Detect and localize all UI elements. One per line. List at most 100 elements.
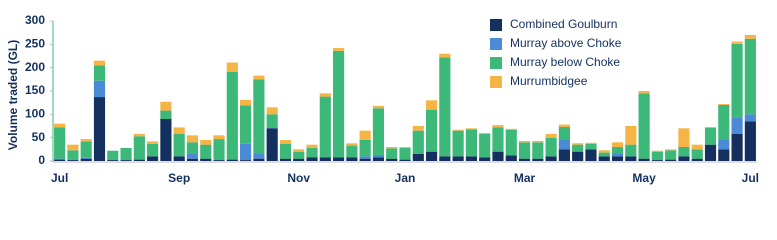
bar-segment bbox=[319, 93, 331, 97]
bar-segment bbox=[744, 38, 756, 115]
bar-segment bbox=[572, 151, 584, 161]
bar-segment bbox=[611, 156, 624, 161]
bar-segment bbox=[173, 133, 185, 157]
bar-segment bbox=[704, 127, 717, 145]
bar-segment bbox=[226, 71, 238, 160]
bar-segment bbox=[346, 143, 358, 146]
bar-segment bbox=[266, 114, 278, 128]
bar-segment bbox=[306, 144, 318, 148]
bar-segment bbox=[625, 126, 637, 145]
bar-segment bbox=[54, 158, 66, 160]
bar-segment bbox=[731, 43, 743, 118]
bar-segment bbox=[186, 135, 199, 143]
bar-segment bbox=[678, 156, 690, 161]
bar-segment bbox=[333, 157, 345, 161]
bar-segment bbox=[240, 143, 252, 161]
bar-segment bbox=[492, 151, 504, 161]
bar-segment bbox=[439, 53, 451, 58]
bar-segment bbox=[718, 140, 730, 150]
bar-segment bbox=[359, 156, 371, 159]
bar-segment bbox=[572, 143, 584, 145]
x-tick-label: Jan bbox=[395, 171, 416, 185]
bar-segment bbox=[465, 156, 477, 161]
bar-segment bbox=[253, 158, 265, 161]
bar-segment bbox=[545, 156, 557, 161]
bar-segment bbox=[386, 158, 398, 161]
bar-segment bbox=[545, 137, 557, 157]
bar-segment bbox=[93, 80, 106, 98]
bar-segment bbox=[532, 142, 544, 159]
bar-segment bbox=[333, 50, 345, 158]
bar-segment bbox=[120, 160, 132, 161]
bar-segment bbox=[399, 159, 411, 161]
bar-segment bbox=[253, 154, 265, 159]
bar-segment bbox=[372, 105, 385, 109]
bar-segment bbox=[93, 60, 106, 66]
bar-segment bbox=[505, 129, 517, 156]
bar-segment bbox=[558, 140, 570, 150]
x-tick-label: Nov bbox=[287, 171, 310, 185]
bar-segment bbox=[240, 105, 252, 144]
bar-segment bbox=[598, 152, 610, 157]
bar-segment bbox=[240, 160, 252, 161]
y-tick-label: 50 bbox=[32, 130, 46, 144]
bar-segment bbox=[479, 157, 491, 161]
bar-segment bbox=[319, 157, 331, 161]
bar-segment bbox=[67, 144, 79, 151]
bar-segment bbox=[731, 117, 743, 134]
y-tick-label: 100 bbox=[25, 107, 45, 121]
bar-segment bbox=[439, 156, 451, 161]
bar-segment bbox=[173, 156, 185, 161]
bar-segment bbox=[585, 142, 597, 144]
bar-segment bbox=[479, 133, 491, 158]
bar-segment bbox=[678, 128, 690, 147]
bar-segment bbox=[200, 140, 212, 145]
bar-segment bbox=[532, 158, 544, 161]
bar-segment bbox=[160, 110, 172, 119]
bar-segment bbox=[253, 75, 265, 80]
bar-segment bbox=[80, 139, 92, 142]
bar-segment bbox=[266, 128, 278, 161]
bar-segment bbox=[558, 126, 570, 140]
x-tick-label: Mar bbox=[514, 171, 536, 185]
bar-segment bbox=[80, 158, 92, 161]
bar-segment bbox=[160, 101, 172, 111]
bar-segment bbox=[452, 156, 464, 161]
x-tick-label: Sep bbox=[168, 171, 190, 185]
legend-swatch bbox=[490, 38, 502, 50]
bar-segment bbox=[346, 145, 358, 158]
bar-segment bbox=[253, 79, 265, 154]
bar-segment bbox=[266, 107, 278, 115]
bar-segment bbox=[54, 127, 66, 159]
bar-segment bbox=[479, 133, 491, 134]
bar-segment bbox=[226, 159, 238, 161]
bar-segment bbox=[558, 124, 570, 127]
x-tick-label: Jul bbox=[51, 171, 68, 185]
legend-label: Murrumbidgee bbox=[510, 74, 588, 88]
bar-segment bbox=[266, 127, 278, 129]
bar-segment bbox=[160, 119, 172, 161]
bar-segment bbox=[93, 65, 106, 81]
bar-segment bbox=[665, 159, 677, 161]
bar-segment bbox=[651, 151, 663, 161]
bar-segment bbox=[598, 150, 610, 153]
bar-segment bbox=[691, 144, 703, 150]
bar-segment bbox=[718, 149, 730, 161]
bar-segment bbox=[186, 142, 199, 154]
bar-segment bbox=[107, 150, 119, 161]
bar-segment bbox=[465, 129, 477, 157]
bar-segment bbox=[425, 100, 438, 110]
bar-segment bbox=[213, 160, 225, 161]
bar-segment bbox=[386, 148, 398, 159]
bar-segment bbox=[718, 104, 730, 105]
legend-label: Murray below Choke bbox=[510, 55, 620, 69]
bar-segment bbox=[744, 35, 756, 39]
y-tick-label: 200 bbox=[25, 60, 45, 74]
bar-segment bbox=[293, 149, 305, 152]
legend-swatch bbox=[490, 57, 502, 69]
bar-segment bbox=[638, 93, 650, 159]
bar-segment bbox=[731, 41, 743, 44]
bar-segment bbox=[651, 160, 663, 161]
bar-segment bbox=[518, 142, 531, 159]
bar-segment bbox=[147, 156, 159, 161]
